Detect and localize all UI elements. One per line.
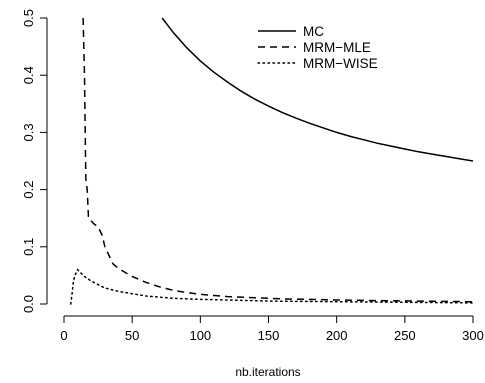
x-ticks: 0 50 100 150 200 250 300 <box>60 316 484 343</box>
x-tick-label: 300 <box>462 328 484 343</box>
y-tick-label: 0.2 <box>21 181 36 199</box>
x-tick-label: 0 <box>60 328 67 343</box>
x-tick-label: 50 <box>125 328 139 343</box>
x-tick-label: 200 <box>326 328 348 343</box>
y-tick-label: 0.3 <box>21 123 36 141</box>
series-layer <box>70 17 474 305</box>
y-tick-label: 0.1 <box>21 238 36 256</box>
x-axis-title: nb.iterations <box>235 365 300 379</box>
y-tick-label: 0.0 <box>21 295 36 313</box>
series-line-mc <box>161 17 474 162</box>
x-tick-label: 150 <box>258 328 280 343</box>
series-line-mrm-wise <box>70 268 474 305</box>
series-line-mrm-mle <box>82 17 474 303</box>
x-tick-label: 100 <box>189 328 211 343</box>
legend-label: MC <box>303 24 324 39</box>
legend-label: MRM−WISE <box>303 56 378 71</box>
y-tick-label: 0.4 <box>21 66 36 84</box>
y-tick-label: 0.5 <box>21 9 36 27</box>
x-tick-label: 250 <box>394 328 416 343</box>
legend-label: MRM−MLE <box>303 40 371 55</box>
y-ticks: 0.0 0.1 0.2 0.3 0.4 0.5 <box>21 9 47 313</box>
